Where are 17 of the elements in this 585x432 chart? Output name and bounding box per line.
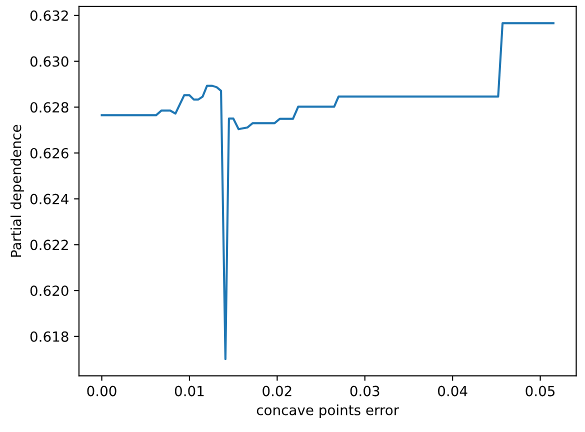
y-tick-label: 0.620 [30,286,68,296]
x-axis-title: concave points error [256,404,400,418]
y-tick-label: 0.630 [30,56,68,67]
y-axis-title: Partial dependence [10,124,24,257]
y-tick-label: 0.626 [30,148,68,158]
y-tick-label: 0.622 [30,240,68,250]
x-tick-label: 0.02 [262,386,292,396]
y-tick-label: 0.632 [30,10,68,21]
x-tick-label: 0.05 [526,386,555,396]
y-tick-label: 0.618 [30,331,68,342]
y-tick-label: 0.628 [30,102,68,113]
x-tick-label: 0.04 [438,386,468,396]
line-series [100,22,554,360]
y-tick-label: 0.624 [30,194,68,204]
x-tick-label: 0.01 [174,386,204,396]
x-tick-label: 0.03 [350,386,380,396]
x-tick-label: 0.00 [87,386,116,396]
